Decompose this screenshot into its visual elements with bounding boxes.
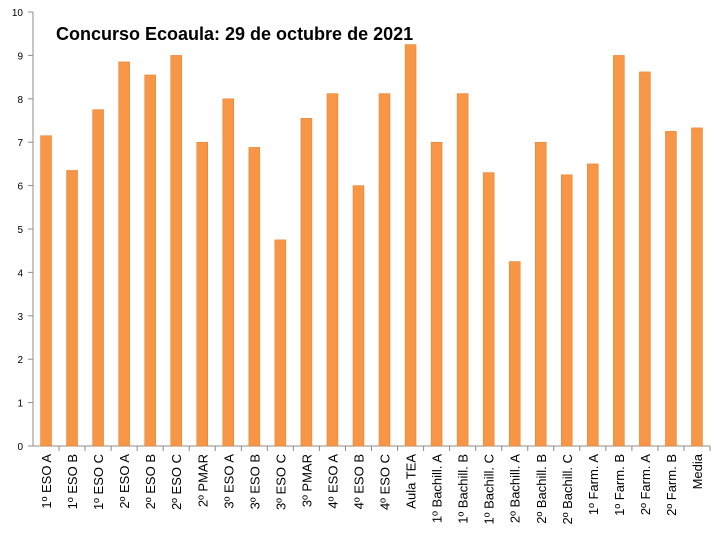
y-tick-label: 4	[17, 268, 23, 279]
bar	[482, 172, 495, 447]
y-tick-label: 1	[17, 399, 23, 410]
y-tick-label: 10	[12, 8, 24, 19]
bar	[430, 141, 443, 447]
y-tick-label: 9	[17, 51, 23, 62]
bar	[118, 61, 130, 447]
chart-title: Concurso Ecoaula: 29 de octubre de 2021	[56, 24, 413, 44]
x-category-label: 1º ESO A	[39, 454, 54, 509]
x-category-label: 3º PMAR	[299, 454, 314, 507]
bar	[326, 93, 339, 447]
bar	[535, 141, 547, 447]
x-category-label: 2º ESO B	[143, 454, 158, 509]
y-axis-ticks: 0 1 2 3 4 5 6 7 8 9 10	[12, 8, 33, 453]
x-category-label: 2º PMAR	[195, 454, 210, 507]
x-category-label: 3º ESO A	[221, 454, 236, 509]
x-category-label: 2º Bachill. A	[508, 454, 523, 523]
bar	[508, 261, 521, 447]
bar	[144, 74, 156, 447]
x-category-label: 4º ESO C	[378, 454, 393, 510]
chart-axes	[32, 12, 710, 447]
x-axis-labels: 1º ESO A 1º ESO B 1º ESO C 2º ESO A 2º ESO B…	[39, 446, 711, 525]
bar	[613, 55, 625, 447]
bar	[40, 135, 52, 447]
y-tick-label: 5	[17, 225, 23, 236]
x-category-label: 2º Bachill. C	[560, 454, 575, 525]
x-category-label: 1º Bachill. C	[482, 454, 497, 525]
y-tick-label: 7	[17, 138, 23, 149]
bar	[561, 174, 573, 447]
bar	[170, 55, 182, 447]
bar	[456, 93, 469, 447]
bar	[66, 170, 78, 447]
x-category-label: 2º Bachill. B	[534, 454, 549, 524]
bar	[352, 185, 365, 447]
x-category-label: 3º ESO C	[273, 454, 288, 510]
bar	[691, 127, 703, 447]
bar	[274, 239, 287, 447]
y-tick-label: 3	[17, 312, 23, 323]
x-category-label: 2º ESO A	[117, 454, 132, 509]
bar	[248, 147, 261, 447]
x-category-label: 4º ESO B	[351, 454, 366, 509]
x-category-label: 1º ESO B	[65, 454, 80, 509]
x-category-label: 1º Farm. B	[612, 454, 627, 516]
y-tick-label: 6	[17, 182, 23, 193]
x-category-label: 2º Farm. A	[638, 454, 653, 515]
bar	[587, 163, 599, 447]
x-category-label: 2º ESO C	[169, 454, 184, 510]
x-category-label: 1º Bachill. B	[456, 454, 471, 524]
bar	[92, 109, 104, 447]
y-tick-label: 2	[17, 355, 23, 366]
x-category-label: 1º ESO C	[91, 454, 106, 510]
bar	[222, 98, 235, 447]
y-tick-label: 0	[17, 442, 23, 453]
x-category-label: Aula TEA	[404, 454, 419, 509]
y-tick-label: 8	[17, 95, 23, 106]
x-category-label: 2º Farm. B	[664, 454, 679, 516]
x-category-label: 1º Bachill. A	[430, 454, 445, 523]
x-category-label: 3º ESO B	[247, 454, 262, 509]
bar	[196, 141, 208, 447]
x-category-label: Media	[690, 453, 705, 489]
x-category-label: 1º Farm. A	[586, 454, 601, 515]
bar	[378, 93, 391, 447]
bar	[300, 118, 313, 447]
chart-bars	[40, 44, 703, 447]
bar	[639, 71, 651, 447]
x-category-label: 4º ESO A	[325, 454, 340, 509]
bar	[665, 131, 677, 447]
bar	[404, 44, 417, 447]
